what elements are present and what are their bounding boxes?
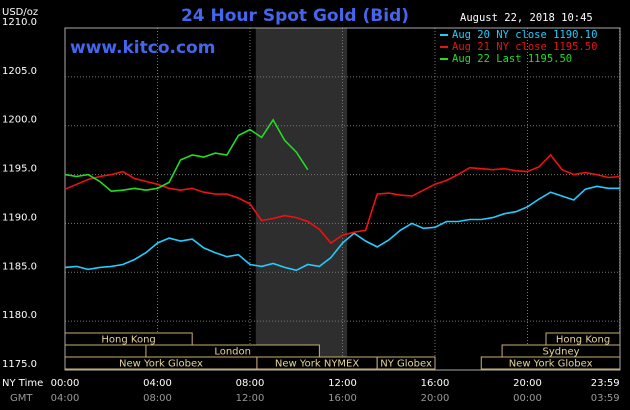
chart-title: 24 Hour Spot Gold (Bid) [181, 6, 409, 26]
y-tick-label: 1185.0 [2, 261, 37, 272]
x-tick-label: 00:00 [51, 378, 80, 389]
session-label: Hong Kong [556, 335, 610, 346]
y-tick-label: 1190.0 [2, 212, 37, 223]
x-tick-label: 16:00 [421, 378, 450, 389]
legend-label: Aug 21 NY close 1195.50 [452, 41, 597, 53]
y-tick-label: 1180.0 [2, 310, 37, 321]
legend-label: Aug 20 NY close 1190.10 [452, 29, 597, 41]
session-label: New York Globex [509, 359, 593, 370]
x2-tick-label: 00:00 [513, 393, 542, 404]
x2-tick-label: 04:00 [51, 393, 80, 404]
y-tick-label: 1175.0 [2, 359, 37, 370]
session-label: Sydney [543, 347, 580, 358]
session-label: Hong Kong [101, 335, 155, 346]
session-label: New York NYMEX [275, 359, 360, 370]
x-tick-label: 12:00 [328, 378, 357, 389]
x-row-label: NY Time [2, 378, 43, 389]
x2-tick-label: 08:00 [143, 393, 172, 404]
series-line [64, 118, 309, 193]
x-tick-label: 23:59 [591, 378, 620, 389]
x2-tick-label: 12:00 [236, 393, 265, 404]
y-tick-label: 1210.0 [2, 17, 37, 28]
legend-label: Aug 22 Last 1195.50 [452, 53, 572, 65]
session-label: NY Globex [380, 359, 432, 370]
y-tick-label: 1195.0 [2, 164, 37, 175]
x2-tick-label: 20:00 [421, 393, 450, 404]
session-box [376, 356, 436, 370]
x2-row-label: GMT [10, 393, 33, 404]
x-tick-label: 08:00 [236, 378, 265, 389]
x-tick-label: 20:00 [513, 378, 542, 389]
watermark: www.kitco.com [70, 38, 215, 58]
y-tick-label: 1200.0 [2, 115, 37, 126]
timestamp: August 22, 2018 10:45 [460, 12, 593, 24]
x-tick-label: 04:00 [143, 378, 172, 389]
x2-tick-label: 03:59 [591, 393, 620, 404]
series-line [64, 185, 620, 272]
highlight-band [255, 28, 348, 370]
plot-border [64, 27, 621, 371]
y-tick-label: 1205.0 [2, 66, 37, 77]
x2-tick-label: 16:00 [328, 393, 357, 404]
session-label: London [214, 347, 251, 358]
series-line [64, 153, 621, 245]
session-label: New York Globex [119, 359, 203, 370]
y-axis-label: USD/oz [2, 7, 38, 18]
